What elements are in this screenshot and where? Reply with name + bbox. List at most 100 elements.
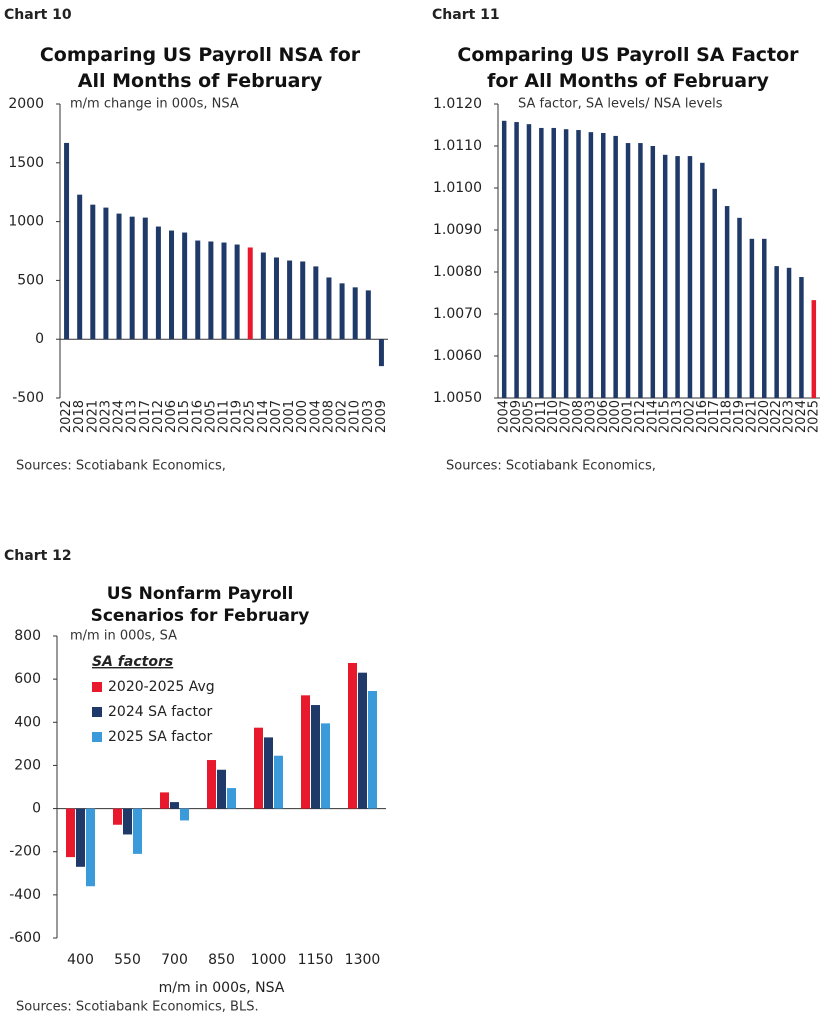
x-tick-label: 2004 <box>497 400 512 433</box>
y-tick-label: 1.0090 <box>433 222 482 238</box>
x-tick-label: 2006 <box>164 400 179 433</box>
chart-label: Chart 11 <box>432 7 500 23</box>
bar <box>86 808 95 887</box>
bar <box>234 244 240 340</box>
y-tick-label: 0 <box>32 801 41 817</box>
x-tick-label: 2009 <box>509 400 524 433</box>
bar <box>339 283 345 340</box>
bar <box>326 277 332 340</box>
bar <box>551 127 556 398</box>
bar <box>358 672 367 809</box>
bar <box>217 769 226 809</box>
x-tick-label: 1150 <box>298 952 334 968</box>
bar <box>613 135 618 399</box>
bar <box>712 188 717 398</box>
y-tick-label: 2000 <box>8 96 44 112</box>
y-tick-label: 1.0050 <box>433 390 482 406</box>
bar <box>526 124 532 398</box>
x-tick-label: 2008 <box>571 400 586 433</box>
x-tick-label: 2009 <box>374 400 389 433</box>
bar <box>539 127 544 398</box>
x-tick-label: 2003 <box>361 400 376 433</box>
x-tick-label: 2001 <box>621 400 636 433</box>
bar <box>221 242 227 340</box>
x-tick-label: 2014 <box>256 400 271 433</box>
x-tick-label: 2004 <box>308 400 323 433</box>
x-tick-label: 2016 <box>190 400 205 433</box>
x-tick-label: 2005 <box>203 400 218 433</box>
bar <box>208 241 214 340</box>
legend-swatch <box>92 732 102 742</box>
legend-swatch <box>92 682 102 692</box>
x-tick-label: 2005 <box>521 400 536 433</box>
bar <box>737 217 742 398</box>
y-tick-label: 1.0060 <box>433 348 482 364</box>
bar <box>687 156 693 398</box>
x-tick-label: 1300 <box>345 952 381 968</box>
source: Sources: Scotiabank Economics, <box>16 459 226 474</box>
legend-label: 2025 SA factor <box>108 729 213 745</box>
x-tick-label: 2020 <box>757 400 772 433</box>
y-tick-label: 1000 <box>8 214 44 230</box>
y-tick-label: 400 <box>14 714 41 730</box>
x-tick-label: 2022 <box>59 400 74 433</box>
bar <box>368 691 377 809</box>
y-tick-label: 1500 <box>8 155 44 171</box>
bar <box>273 257 279 340</box>
source: Sources: Scotiabank Economics, BLS. <box>16 1000 259 1015</box>
x-tick-label: 2011 <box>534 400 549 433</box>
x-tick-label: 2002 <box>682 400 697 433</box>
x-tick-label: 2013 <box>670 400 685 433</box>
bar <box>129 216 135 340</box>
x-tick-label: 1000 <box>251 952 287 968</box>
x-tick-label: 2012 <box>633 400 648 433</box>
x-tick-label: 2021 <box>85 400 100 433</box>
bar <box>116 213 122 340</box>
bar <box>133 808 142 854</box>
bar <box>90 204 96 340</box>
y-tick-label: 1.0070 <box>433 306 482 322</box>
bar <box>378 339 384 367</box>
chart-title: US Nonfarm Payroll Scenarios for Februar… <box>90 584 310 626</box>
x-tick-label: 700 <box>161 952 188 968</box>
bar <box>300 261 306 340</box>
bar <box>195 240 201 340</box>
x-tick-label: 2019 <box>230 400 245 433</box>
bar <box>103 207 109 340</box>
bar <box>601 132 606 399</box>
y-tick-label: 200 <box>14 757 41 773</box>
bar <box>123 808 132 835</box>
bar <box>588 132 594 398</box>
x-tick-label: 2000 <box>608 400 623 433</box>
x-tick-label: 2017 <box>138 400 153 433</box>
y-tick-label: 1.0100 <box>433 180 482 196</box>
subtitle: SA factor, SA levels/ NSA levels <box>518 97 723 112</box>
subtitle: m/m in 000s, SA <box>70 629 177 644</box>
chart-label: Chart 12 <box>4 548 72 564</box>
chart-title: Comparing US Payroll NSA for All Months … <box>39 44 361 92</box>
x-tick-label: 2019 <box>732 400 747 433</box>
y-tick-label: 800 <box>14 628 41 644</box>
bar <box>365 290 371 340</box>
x-tick-label: 2010 <box>546 400 561 433</box>
x-tick-label: 850 <box>208 952 235 968</box>
x-tick-label: 2007 <box>269 400 284 433</box>
x-tick-label: 2024 <box>794 400 809 433</box>
bar <box>762 238 767 398</box>
x-tick-label: 2008 <box>321 400 336 433</box>
x-tick-label: 2003 <box>583 400 598 433</box>
y-tick-label: -200 <box>9 844 41 860</box>
bar <box>76 808 85 867</box>
bar <box>700 162 705 398</box>
y-tick-label: 600 <box>14 671 41 687</box>
x-tick-label: 2010 <box>348 400 363 433</box>
bar <box>301 695 310 809</box>
x-axis-label: m/m in 000s, NSA <box>159 980 285 996</box>
bar <box>227 788 236 809</box>
y-tick-label: 0 <box>35 331 44 347</box>
bar <box>348 662 357 809</box>
bar <box>77 194 83 340</box>
x-tick-label: 2013 <box>125 400 140 433</box>
bar <box>514 122 519 398</box>
